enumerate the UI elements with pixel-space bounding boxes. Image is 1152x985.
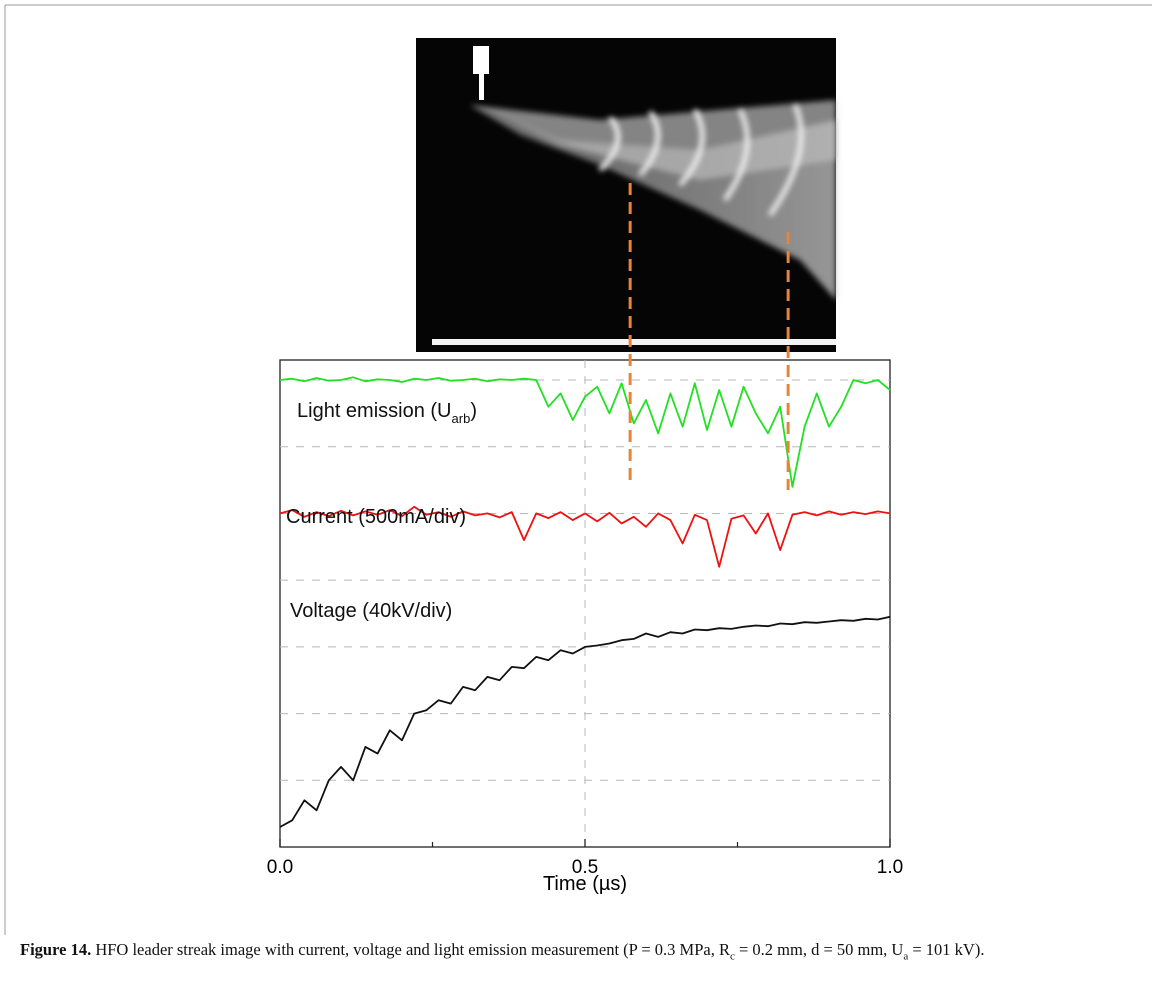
series-label: Current (500mA/div) bbox=[286, 506, 466, 528]
figure: Time (µs) 0.0 0.5 1.0 Light emission (Uarb)… bbox=[4, 4, 1152, 935]
streak-image bbox=[416, 38, 836, 352]
caption-text: = 0.2 mm, d = 50 mm, U bbox=[734, 940, 904, 959]
caption-subscript: a bbox=[903, 950, 909, 963]
caption-subscript: c bbox=[729, 950, 735, 963]
caption: Figure 14. HFO leader streak image with … bbox=[20, 940, 1130, 966]
series-label-text: Light emission (U bbox=[297, 400, 452, 422]
series-label: Voltage (40kV/div) bbox=[290, 600, 452, 622]
caption-text: = 101 kV). bbox=[908, 940, 985, 959]
series-label: Light emission (Uarb) bbox=[297, 400, 477, 426]
series-label-text: Current (500mA/div) bbox=[286, 506, 466, 528]
x-axis-label: Time (µs) bbox=[543, 873, 627, 895]
series-label-sub: arb bbox=[452, 411, 471, 426]
caption-label: Figure 14. bbox=[20, 940, 92, 959]
series-label-text: Voltage (40kV/div) bbox=[290, 600, 452, 622]
x-tick-label: 0.0 bbox=[267, 857, 293, 878]
trace bbox=[279, 505, 891, 568]
series-label-end: ) bbox=[470, 400, 477, 422]
trace bbox=[279, 615, 891, 828]
x-tick-label: 0.5 bbox=[572, 857, 598, 878]
caption-text: HFO leader streak image with current, vo… bbox=[91, 940, 730, 959]
x-tick-label: 1.0 bbox=[877, 857, 903, 878]
